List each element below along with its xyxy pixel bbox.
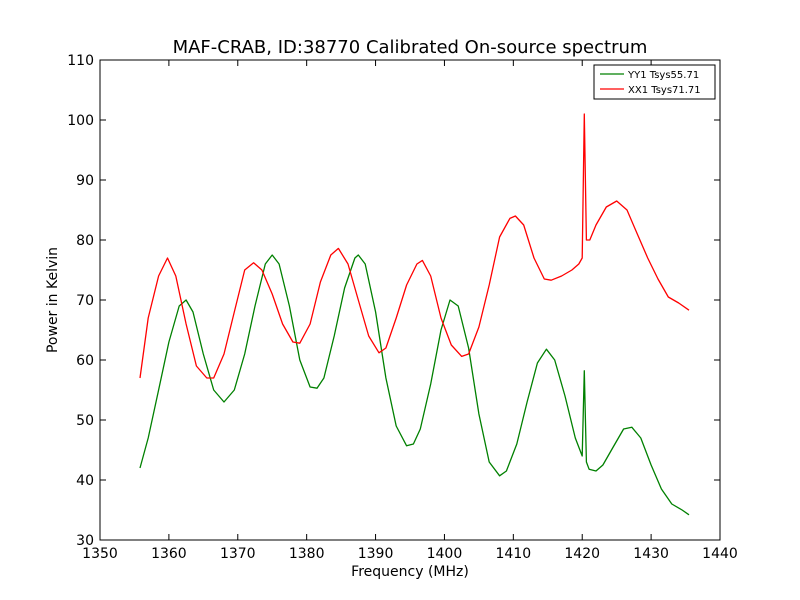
x-tick-label: 1400 [427, 546, 463, 562]
series-lines [139, 113, 690, 516]
x-tick-label: 1420 [564, 546, 600, 562]
series-line-0 [139, 254, 690, 516]
x-tick-label: 1430 [633, 546, 669, 562]
legend: YY1 Tsys55.71 XX1 Tsys71.71 [593, 64, 716, 100]
x-tick-label: 1370 [220, 546, 256, 562]
y-axis-label: Power in Kelvin [45, 247, 61, 353]
x-axis-label: Frequency (MHz) [351, 564, 469, 580]
y-tick-label: 60 [76, 353, 94, 369]
legend-label: YY1 Tsys55.71 [627, 70, 699, 81]
x-tick-label: 1360 [151, 546, 187, 562]
axis-ticks: 1350 1360 1370 1380 1390 1400 1410 1420 1430 1440… [67, 53, 738, 562]
y-tick-label: 50 [76, 413, 94, 429]
series-line-1 [139, 113, 690, 379]
chart-title: MAF-CRAB, ID:38770 Calibrated On-source … [173, 37, 648, 58]
x-tick-label: 1350 [82, 546, 118, 562]
y-tick-label: 40 [76, 473, 94, 489]
y-tick-label: 110 [67, 53, 94, 69]
legend-label: XX1 Tsys71.71 [628, 85, 701, 96]
x-tick-label: 1390 [358, 546, 394, 562]
x-tick-label: 1440 [702, 546, 738, 562]
x-tick-label: 1380 [289, 546, 325, 562]
y-tick-label: 80 [76, 233, 94, 249]
legend-box [593, 64, 716, 100]
y-tick-label: 90 [76, 173, 94, 189]
y-tick-label: 30 [76, 533, 94, 549]
y-tick-label: 70 [76, 293, 94, 309]
x-tick-label: 1410 [496, 546, 532, 562]
y-tick-label: 100 [67, 113, 94, 129]
